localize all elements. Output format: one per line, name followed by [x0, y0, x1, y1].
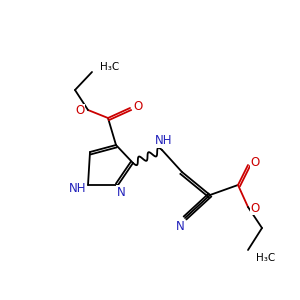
- Text: NH: NH: [155, 134, 173, 148]
- Text: O: O: [134, 100, 142, 112]
- Text: N: N: [176, 220, 184, 233]
- Text: O: O: [75, 104, 85, 118]
- Text: O: O: [250, 157, 260, 169]
- Text: O: O: [250, 202, 260, 214]
- Text: H₃C: H₃C: [100, 62, 119, 72]
- Text: N: N: [117, 185, 125, 199]
- Text: NH: NH: [69, 182, 87, 194]
- Text: H₃C: H₃C: [256, 253, 275, 263]
